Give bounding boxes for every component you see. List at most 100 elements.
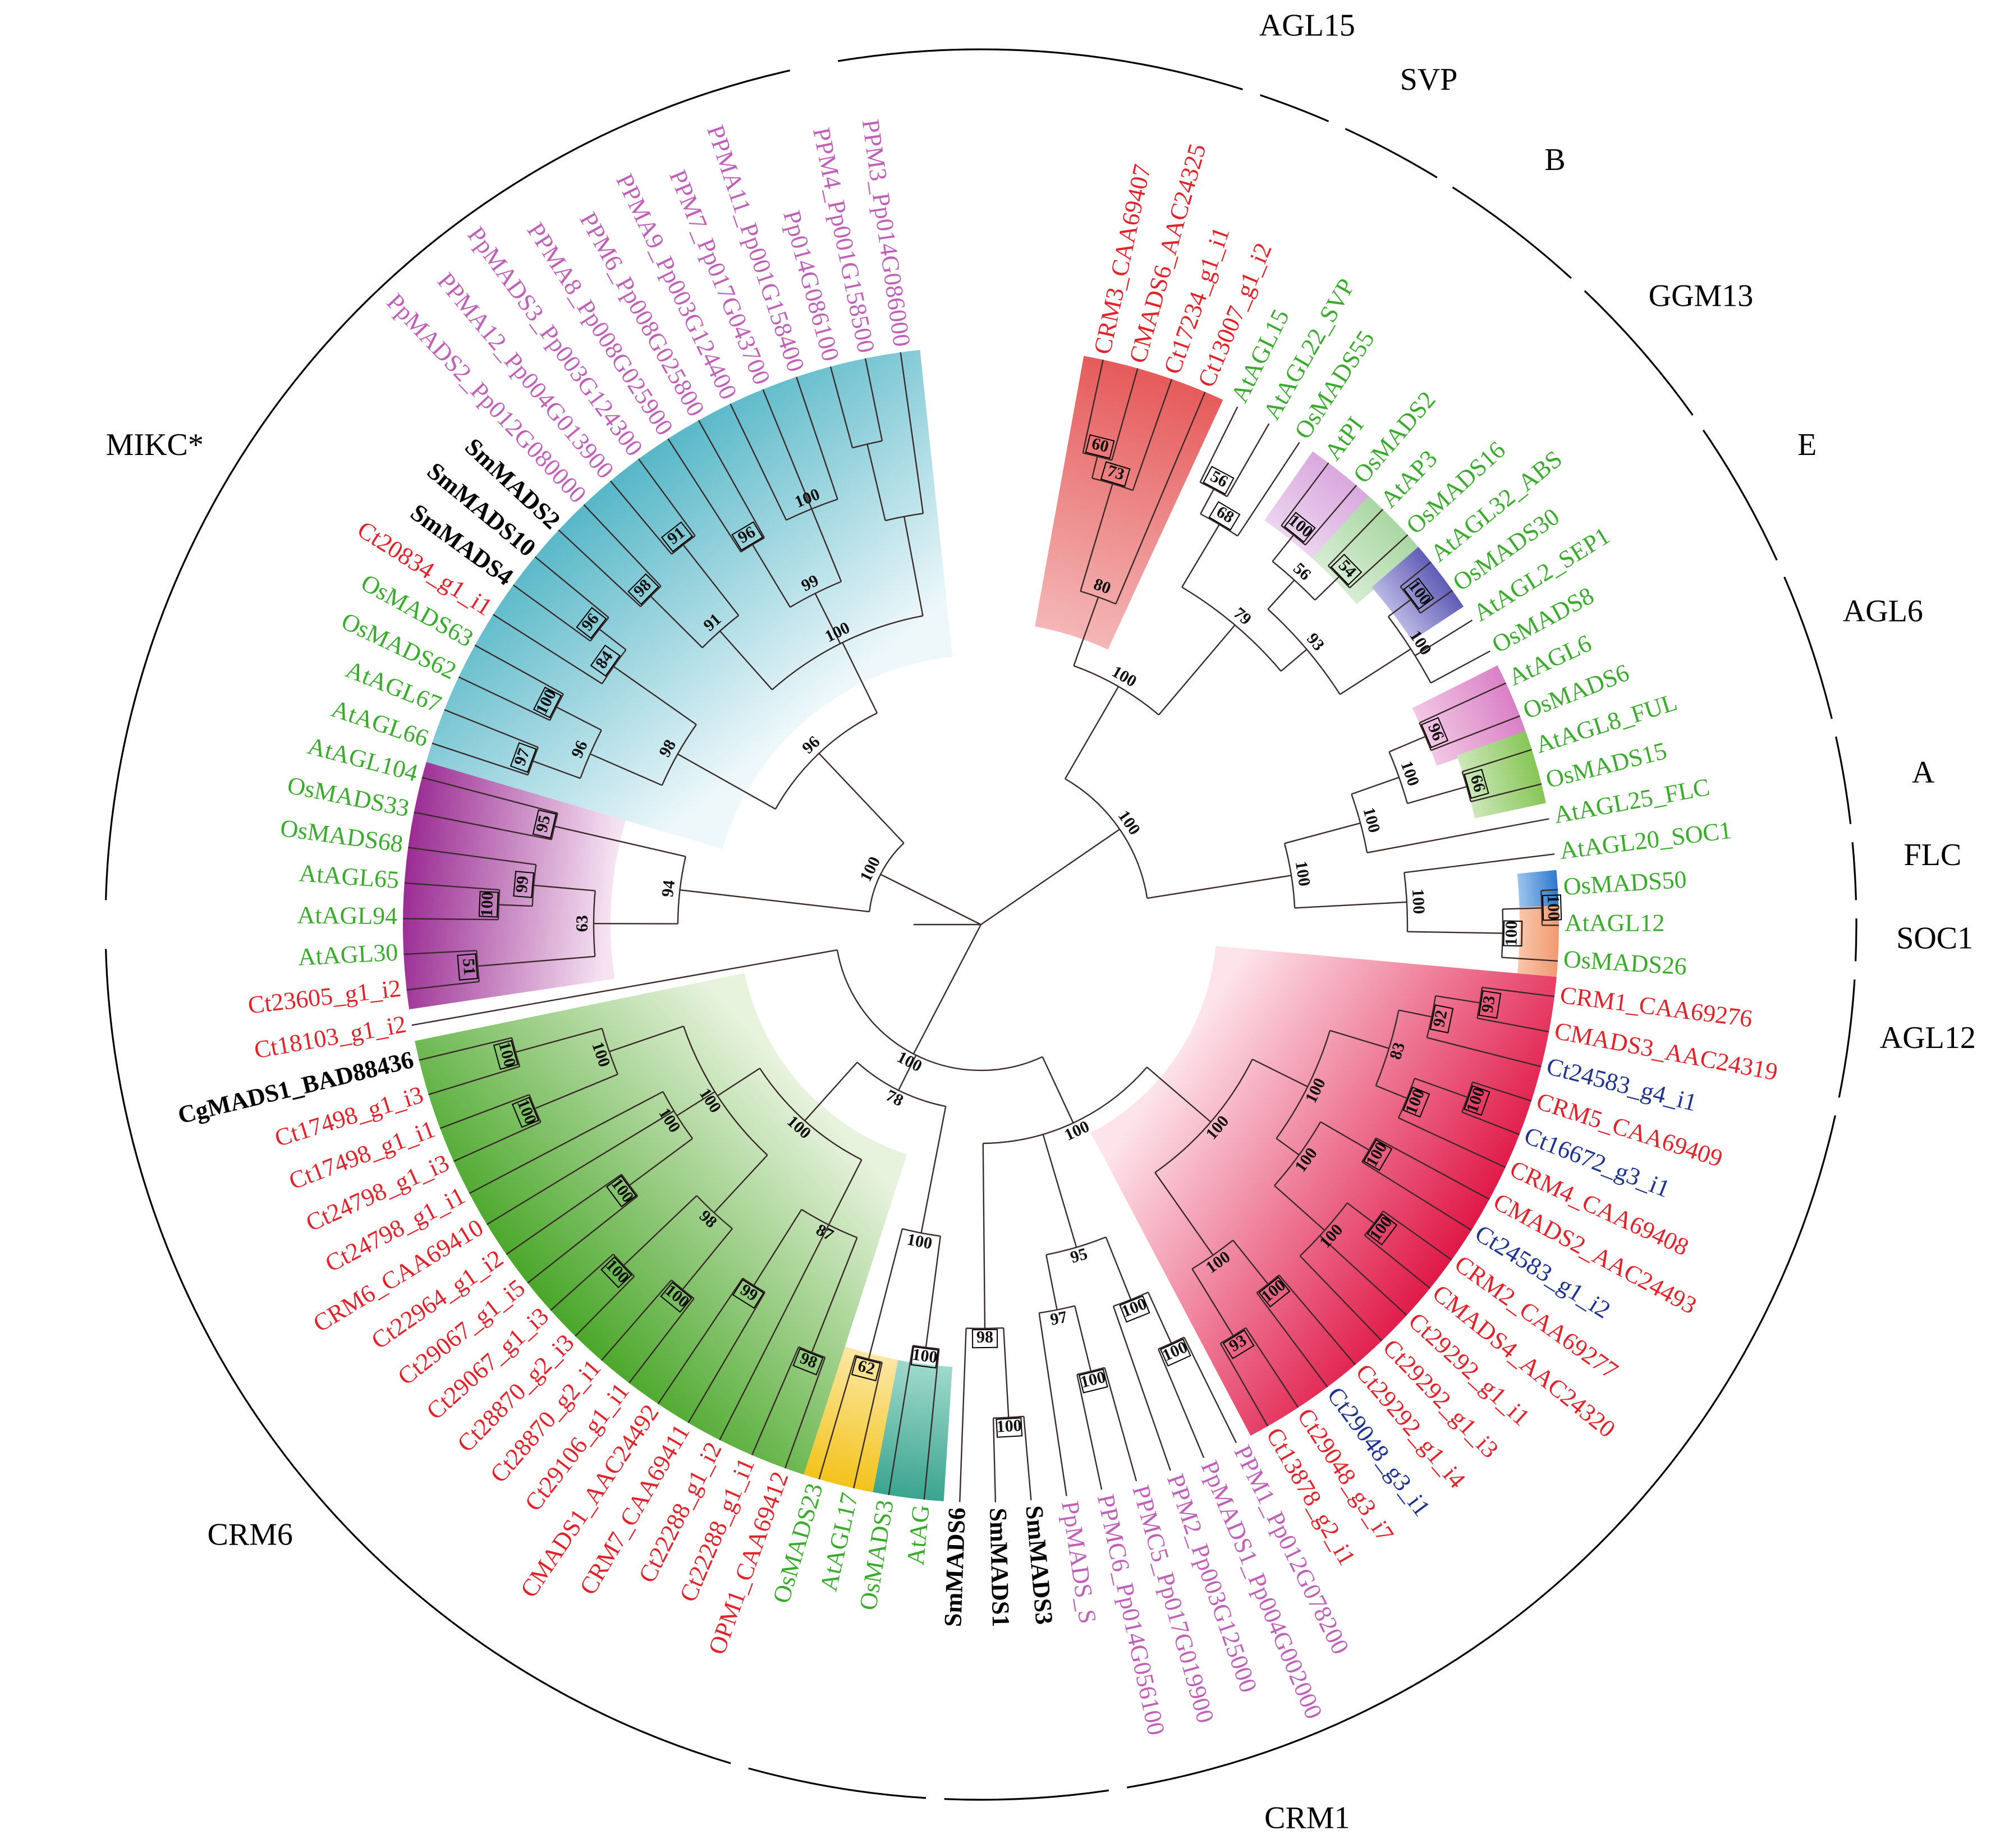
branch-line (1272, 535, 1294, 562)
branch-line (1252, 1059, 1308, 1088)
bootstrap-box (605, 1175, 637, 1208)
branch-line (533, 884, 595, 891)
branch-arc (1461, 1082, 1474, 1113)
branch-line (864, 358, 883, 442)
branch-line (1502, 907, 1542, 910)
bootstrap-box (1363, 1139, 1393, 1171)
bootstrap-value: 100 (1109, 662, 1140, 691)
branch-line (1112, 1305, 1171, 1471)
branch-line (657, 1277, 744, 1404)
branch-arc (1501, 909, 1504, 958)
bootstrap-value: 100 (1502, 921, 1521, 946)
bootstrap-box (1085, 434, 1115, 459)
branch-line (554, 825, 686, 857)
branch-line (682, 1228, 733, 1290)
branch-line (1226, 423, 1270, 497)
branch-line (1042, 1134, 1077, 1248)
branch-line (1481, 986, 1555, 997)
branch-arc (836, 950, 1043, 1072)
branch-line (1256, 1292, 1328, 1388)
branch-line (414, 811, 552, 840)
branch-line (1414, 619, 1473, 656)
branch-line (439, 1094, 530, 1129)
branch-line (923, 1349, 940, 1500)
branch-line (868, 1228, 903, 1359)
clade-shading (415, 973, 907, 1475)
branch-line (1080, 483, 1113, 592)
branch-line (1435, 995, 1480, 1004)
bootstrap-value: 97 (1049, 1308, 1069, 1329)
branch-line (469, 1091, 664, 1194)
clade-shading (1090, 946, 1557, 1436)
branch-line (1073, 596, 1099, 666)
branch-line (1351, 776, 1400, 795)
superfamily-label: AGL17 (784, 1846, 880, 1848)
branch-arc (1388, 751, 1409, 804)
superfamily-arc (1835, 736, 1852, 824)
branch-line (1477, 1017, 1549, 1033)
bootstrap-box (731, 521, 764, 551)
leaf-label: OsMADS50 (1562, 866, 1687, 900)
branch-line (613, 666, 697, 725)
branch-arc (1299, 1202, 1348, 1257)
branch-arc (661, 724, 697, 786)
superfamily-arc (1851, 842, 1857, 900)
branch-line (1329, 1029, 1389, 1049)
branch-line (583, 504, 662, 587)
branch-line (1541, 889, 1558, 891)
branch-line (1383, 1210, 1452, 1261)
branch-line (403, 918, 499, 921)
clade-shading (426, 350, 953, 849)
branch-line (1426, 1037, 1542, 1068)
branch-line (1038, 1313, 1067, 1496)
branch-arc (759, 1068, 863, 1161)
branch-arc (869, 842, 905, 912)
branch-line (609, 1026, 684, 1052)
branch-line (762, 389, 813, 509)
branch-line (1400, 561, 1432, 587)
branch-line (1245, 1327, 1299, 1408)
branch-line (900, 352, 924, 514)
branch-line (982, 1143, 986, 1329)
branch-line (1407, 931, 1503, 934)
branch-line (925, 1236, 941, 1348)
branch-line (1295, 901, 1407, 909)
bootstrap-box (511, 1097, 539, 1128)
leaf-label: AtAGL12 (1565, 909, 1665, 936)
branch-line (1280, 649, 1308, 672)
bootstrap-box (1283, 512, 1316, 543)
branch-line (1232, 1239, 1269, 1285)
leaf-label: OsMADS68 (279, 814, 405, 858)
branch-line (515, 1028, 603, 1053)
bootstrap-box (1203, 466, 1235, 495)
branch-line (866, 444, 886, 521)
clade-shading (1371, 546, 1464, 641)
branch-line (419, 1037, 512, 1061)
branch-arc (1276, 1030, 1331, 1139)
branch-line (1502, 957, 1558, 962)
bootstrap-box (996, 1417, 1023, 1438)
bootstrap-box (513, 871, 535, 898)
superfamily-arc (944, 1789, 1109, 1801)
branch-line (575, 1276, 635, 1337)
branch-line (667, 438, 742, 553)
superfamily-label: AGL12 (1880, 1020, 1976, 1055)
bootstrap-box (1366, 1213, 1398, 1245)
branch-line (1419, 682, 1507, 724)
clade-shading-group (402, 350, 1559, 1501)
branch-line (486, 1110, 675, 1225)
branch-line (493, 614, 603, 684)
branch-line (980, 829, 1120, 925)
branch-line (898, 1055, 917, 1091)
branch-line (1299, 1255, 1383, 1341)
branch-arc (677, 856, 686, 924)
clade-shading (1412, 665, 1527, 766)
branch-line (478, 955, 595, 967)
branch-line (717, 1068, 760, 1097)
superfamily-label: SVP (1400, 62, 1458, 97)
branch-line (474, 645, 564, 695)
branch-line (818, 752, 905, 844)
superfamily-label-group: CRM3AGL15SVPBGGM13EAGL6AFLCSOC1AGL12CRM1… (106, 8, 1976, 1848)
branch-line (1104, 1367, 1137, 1482)
